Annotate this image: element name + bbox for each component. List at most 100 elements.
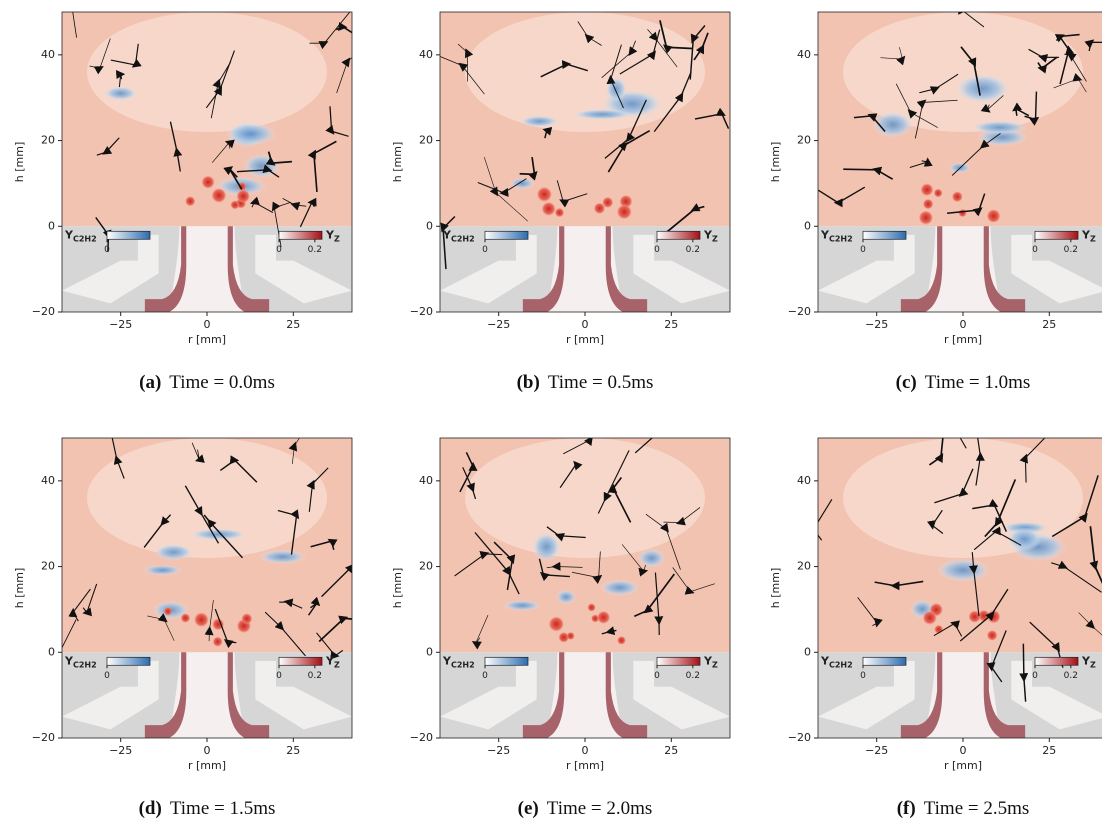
flame-spot	[616, 204, 633, 220]
x-axis-label: r [mm]	[944, 759, 982, 772]
streamline	[264, 611, 306, 657]
mixture-blob	[872, 111, 914, 138]
streamline	[111, 438, 125, 479]
mixture-blob	[509, 177, 535, 190]
mixture-blob	[532, 532, 561, 562]
streamline	[214, 608, 237, 649]
mixture-blob	[638, 548, 666, 568]
flame-spot	[541, 201, 556, 217]
streamline	[1051, 560, 1102, 593]
streamline	[440, 56, 485, 95]
colorbar-symbol: Y	[64, 654, 74, 667]
flame-spot	[236, 189, 251, 204]
colorbar-symbol: Y	[325, 228, 335, 241]
streamline	[914, 99, 958, 139]
streamline	[634, 438, 653, 454]
streamline	[249, 196, 274, 213]
colorbar-tick-label: 0	[276, 671, 282, 681]
flame-spot	[933, 188, 943, 198]
streamline	[659, 20, 693, 54]
y-tick-label: −20	[788, 305, 811, 318]
x-tick-label: 25	[286, 744, 300, 757]
streamline	[72, 12, 77, 38]
flame-spot	[920, 183, 934, 197]
y-tick-label: 0	[804, 219, 811, 232]
x-tick-label: 25	[1042, 744, 1056, 757]
colorbar	[656, 230, 701, 240]
flame-spot	[211, 187, 227, 204]
colorbar-label: YC2H2	[820, 228, 853, 243]
field	[62, 12, 352, 312]
x-tick-label: 25	[286, 318, 300, 331]
y-tick-label: 20	[797, 134, 811, 147]
x-axis-label: r [mm]	[944, 333, 982, 346]
y-axis-label: h [mm]	[769, 142, 782, 182]
streamline	[928, 438, 944, 466]
streamline	[975, 438, 985, 486]
streamline	[556, 180, 588, 208]
streamline	[909, 157, 933, 168]
nozzle	[169, 226, 245, 312]
streamline	[335, 22, 352, 34]
streamline	[288, 438, 300, 465]
mixture-blob	[519, 115, 559, 128]
mixture-blob	[955, 73, 1010, 104]
streamline	[538, 558, 570, 582]
streamline	[934, 468, 974, 504]
streamline	[277, 509, 300, 555]
colorbar	[106, 230, 151, 240]
streamline	[62, 619, 77, 649]
flame-spot	[554, 207, 565, 218]
y-tick-label: 20	[419, 560, 433, 573]
caption: (f) Time = 2.5ms	[897, 798, 1030, 819]
streamline	[1019, 643, 1029, 702]
y-axis-label: h [mm]	[769, 568, 782, 608]
burner-channel	[62, 234, 159, 304]
nozzle	[925, 226, 1001, 312]
nozzle	[169, 652, 245, 738]
caption-text: Time = 0.0ms	[169, 372, 275, 393]
caption: (a) Time = 0.0ms	[139, 372, 275, 393]
caption-label: (d)	[139, 798, 162, 819]
field-light	[87, 12, 327, 132]
x-tick-label: 0	[204, 744, 211, 757]
field	[440, 12, 730, 312]
streamline	[540, 60, 589, 78]
flame-spot	[163, 606, 173, 616]
colorbar-subscript: Z	[334, 234, 340, 243]
streamline	[693, 32, 709, 61]
x-tick-label: −25	[109, 744, 132, 757]
streamline	[307, 140, 337, 193]
y-tick-label: 0	[48, 219, 55, 232]
streamline	[874, 580, 924, 591]
mixture-blob	[605, 76, 627, 102]
streamline	[634, 573, 676, 618]
y-tick-label: 0	[804, 645, 811, 658]
pipe	[900, 226, 943, 312]
streamline	[1028, 48, 1059, 63]
streamline	[223, 166, 243, 190]
y-tick-label: −20	[788, 731, 811, 744]
streamline	[493, 541, 516, 591]
streamline	[571, 551, 603, 584]
colorbar-subscript: C2H2	[451, 234, 475, 243]
colorbar-tick-label: 0	[482, 245, 488, 255]
x-tick-label: 0	[960, 744, 967, 757]
streamline	[203, 514, 244, 559]
x-tick-label: 0	[582, 318, 589, 331]
nozzle	[925, 652, 1001, 738]
field-light	[843, 12, 1083, 132]
colorbar-tick-label: 0	[104, 671, 110, 681]
caption-label: (c)	[896, 372, 917, 393]
streamline	[653, 71, 692, 132]
y-tick-label: 20	[797, 560, 811, 573]
streamline	[546, 561, 583, 571]
burner-channel	[818, 660, 915, 730]
caption-text: Time = 1.5ms	[170, 798, 276, 819]
streamline	[542, 126, 553, 139]
colorbar-tick-label: 0.2	[686, 671, 700, 681]
streamline	[68, 588, 91, 622]
y-tick-label: 40	[797, 474, 811, 487]
x-tick-label: 0	[204, 318, 211, 331]
